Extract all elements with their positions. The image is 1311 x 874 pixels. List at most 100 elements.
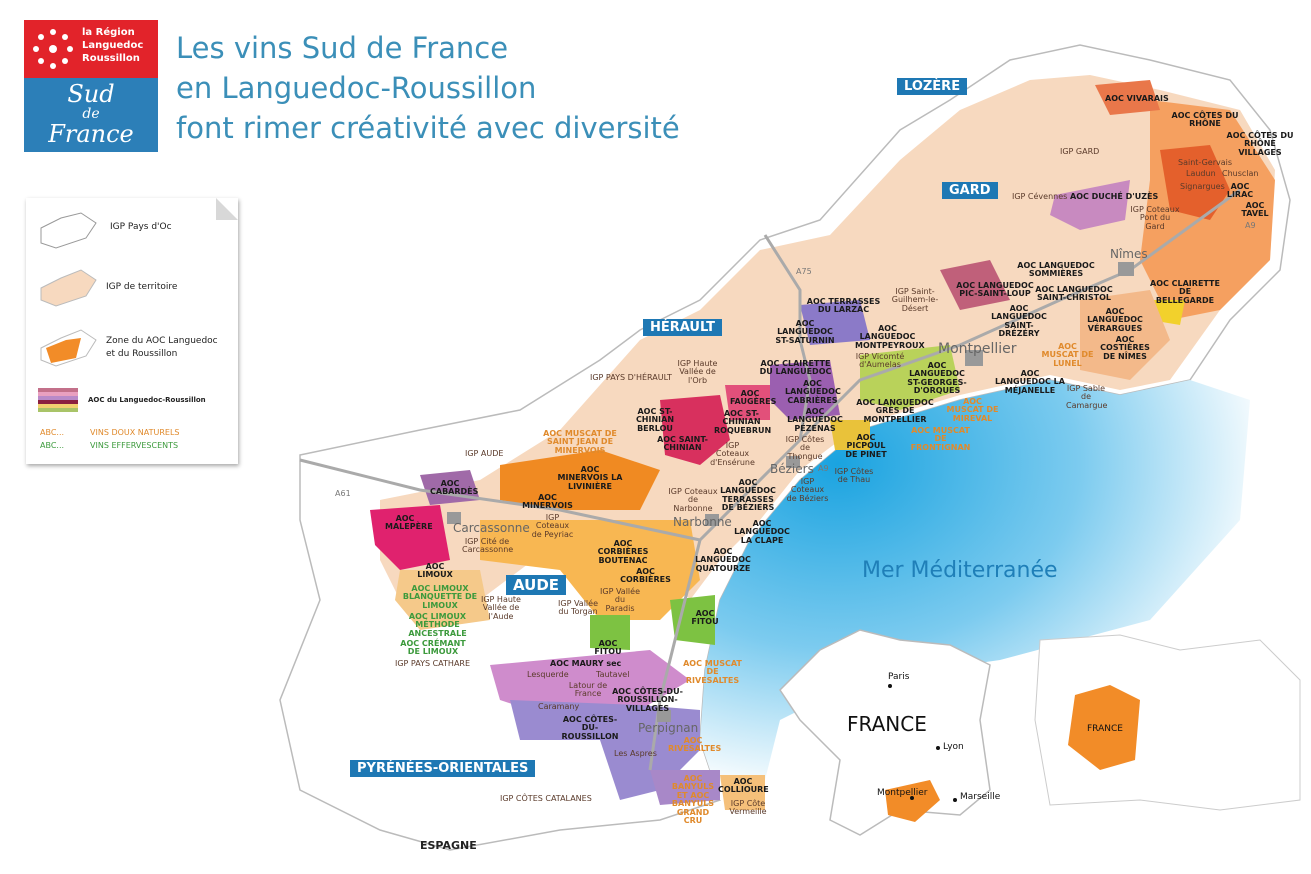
- road-label: A75: [796, 267, 812, 276]
- igp-label: IGP Sable de Camargue: [1066, 384, 1108, 410]
- aoc-label: AOC TAVEL: [1241, 201, 1269, 219]
- aoc-label: AOC COSTIÈRES DE NÎMES: [1100, 335, 1150, 361]
- aoc-label: AOC LIMOUX: [417, 562, 453, 580]
- inset-city: Montpellier: [877, 788, 928, 798]
- aoc-label: AOC DUCHÉ D'UZÈS: [1070, 192, 1159, 201]
- aoc-label: AOC TERRASSES DU LARZAC: [806, 297, 881, 315]
- sud-de-france-logo: la Région Languedoc Roussillon Sud de Fran…: [24, 20, 158, 152]
- aoc-duche-duzes: [1050, 180, 1130, 230]
- terroir-label: Laudun: [1186, 169, 1216, 178]
- terroir-label: Les Aspres: [614, 749, 657, 758]
- igp-label: IGP Coteaux d'Ensérune: [710, 441, 755, 467]
- igp-label: IGP Côte Vermeille: [729, 799, 767, 817]
- department-herault: HÉRAULT: [643, 319, 722, 336]
- vdn-label: AOC BANYULS ET AOC BANYULS GRAND CRU: [671, 774, 715, 825]
- aoc-label: AOC CLAIRETTE DU LANGUEDOC: [759, 359, 832, 377]
- terroir-label: Caramany: [538, 702, 580, 711]
- aoc-label: AOC MINERVOIS: [522, 493, 573, 511]
- aoc-label: AOC VIVARAIS: [1105, 94, 1169, 103]
- aoc-label: AOC CORBIÈRES BOUTENAC: [597, 539, 649, 565]
- title-line: font rimer créativité avec diversité: [176, 111, 680, 145]
- page-title: Les vins Sud de France en Languedoc-Rous…: [176, 28, 680, 148]
- europe-inset-france: [1068, 685, 1140, 770]
- vdn-label: AOC MUSCAT DE SAINT JEAN DE MINERVOIS: [543, 429, 617, 455]
- igp-label: IGP Coteaux Pont du Gard: [1130, 205, 1180, 231]
- legend-abc-vdn: ABC...: [40, 428, 65, 437]
- aoc-clairette-languedoc: [770, 360, 840, 420]
- igp-label: IGP CÔTES CATALANES: [500, 794, 592, 803]
- aoc-label: AOC LANGUEDOC PÉZENAS: [787, 407, 843, 433]
- narbonne-marker: [705, 514, 719, 526]
- igp-label: IGP Vallée du Torgan: [558, 599, 598, 617]
- legend-label: AOC du Languedoc-Roussillon: [88, 396, 206, 404]
- logo-line: Roussillon: [82, 53, 140, 64]
- legend-abc-eff: ABC...: [40, 441, 65, 450]
- igp-label: IGP PAYS D'HÉRAULT: [590, 373, 672, 382]
- city-label: Carcassonne: [453, 521, 530, 535]
- road-label: A61: [335, 489, 351, 498]
- aoc-label: AOC CÔTES-DU-ROUSSILLON: [561, 715, 619, 741]
- aoc-label: AOC LANGUEDOC TERRASSES DE BÉZIERS: [720, 478, 776, 513]
- igp-label: IGP Haute Vallée de l'Aude: [481, 595, 521, 621]
- aoc-label: AOC CABARDÈS: [430, 479, 479, 497]
- aoc-label: AOC LANGUEDOC ST-GEORGES-D'ORQUES: [907, 361, 967, 396]
- igp-label: IGP Cité de Carcassonne: [462, 537, 514, 555]
- igp-label: IGP Côtes de Thau: [834, 467, 874, 485]
- legend-eff: VINS EFFERVESCENTS: [90, 441, 179, 450]
- effervescent-label: AOC LIMOUX BLANQUETTE DE LIMOUX: [402, 584, 478, 610]
- igp-label: IGP AUDE: [465, 449, 504, 458]
- aoc-label: AOC LANGUEDOC GRÈS DE MONTPELLIER: [856, 398, 934, 424]
- aoc-fitou-2: [590, 615, 630, 650]
- aoc-label: AOC CLAIRETTE DE BELLEGARDE: [1150, 279, 1220, 305]
- vdn-label: AOC RIVESALTES: [668, 736, 722, 754]
- perpignan-marker: [657, 710, 671, 722]
- aoc-gres-montpellier: [860, 345, 960, 410]
- department-aude: AUDE: [506, 575, 567, 595]
- aoc-label: AOC LANGUEDOC MONTPEYROUX: [855, 324, 925, 350]
- aoc-label: AOC LANGUEDOC LA CLAPE: [734, 519, 790, 545]
- terroir-label: Latour de France: [568, 681, 608, 699]
- logo-line: la Région: [82, 27, 135, 38]
- aoc-label: AOC MAURY sec: [550, 659, 622, 668]
- vdn-label: AOC MUSCAT DE LUNEL: [1041, 342, 1094, 368]
- aoc-faugeres: [725, 385, 770, 420]
- aoc-label: AOC SAINT-CHINIAN: [657, 435, 708, 453]
- department-gard: GARD: [942, 182, 998, 199]
- igp-label: IGP Saint-Guilhem-le-Désert: [891, 287, 939, 313]
- aoc-picpoul: [830, 420, 870, 450]
- effervescent-label: AOC LIMOUX MÉTHODE ANCESTRALE: [408, 612, 467, 638]
- aoc-costieres: [1080, 290, 1170, 380]
- motorway-a61: [299, 458, 701, 542]
- sea-label: Mer Méditerranée: [862, 558, 1058, 583]
- aoc-malepere: [370, 505, 450, 570]
- map-legend: IGP Pays d'Oc IGP de territoire Zone du …: [26, 198, 238, 464]
- aoc-cotes-du-rhone-villages: [1160, 145, 1230, 220]
- igp-label: IGP Coteaux de Peyriac: [531, 513, 574, 539]
- city-label: Narbonne: [673, 515, 732, 529]
- france-inset-languedoc: [885, 780, 940, 822]
- region-logo: la Région Languedoc Roussillon: [24, 20, 158, 78]
- aoc-label: AOC FITOU: [594, 639, 622, 657]
- brand-logo: Sud de France: [24, 78, 158, 152]
- terroir-label: Signargues: [1180, 182, 1225, 191]
- igp-label: IGP Vallée du Paradis: [600, 587, 640, 613]
- mediterranean-sea: [700, 380, 1250, 800]
- france-inset-title: FRANCE: [847, 712, 927, 736]
- igp-label: IGP Côtes de Thongue: [785, 435, 825, 461]
- city-label: Nîmes: [1110, 247, 1148, 261]
- igp-label: IGP Coteaux de Béziers: [786, 477, 829, 503]
- logo-line: Languedoc: [82, 40, 144, 51]
- department-lozere: LOZÈRE: [897, 78, 968, 95]
- road-label: A9: [1245, 221, 1256, 230]
- aoc-label: AOC COLLIOURE: [718, 777, 769, 795]
- aoc-label: AOC LANGUEDOC SOMMIÈRES: [1017, 261, 1095, 279]
- igp-label: IGP GARD: [1060, 147, 1100, 156]
- occitan-cross-icon: [33, 29, 73, 69]
- city-label: Béziers: [770, 462, 814, 476]
- legend-label: IGP de territoire: [106, 282, 178, 292]
- aoc-fitou: [670, 595, 715, 645]
- legend-swatches: [40, 212, 97, 367]
- igp-label: IGP Cévennes: [1012, 192, 1068, 201]
- aoc-label: AOC MALEPÈRE: [385, 514, 433, 532]
- beziers-marker: [786, 456, 800, 468]
